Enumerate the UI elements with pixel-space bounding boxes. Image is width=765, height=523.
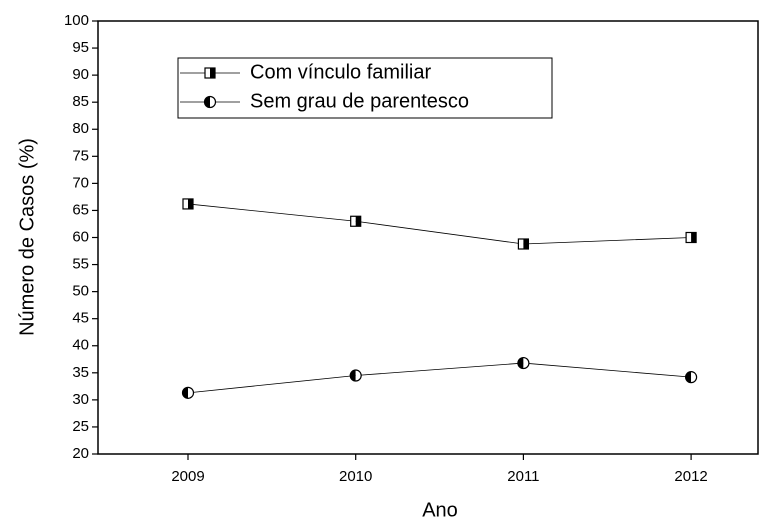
legend-label: Sem grau de parentesco bbox=[250, 90, 469, 112]
y-tick-label: 95 bbox=[72, 39, 89, 56]
marker-part bbox=[205, 68, 210, 78]
series-line bbox=[187, 362, 692, 394]
data-point bbox=[684, 371, 698, 384]
x-tick-label: 2012 bbox=[674, 468, 707, 485]
y-tick-label: 30 bbox=[72, 391, 89, 408]
y-tick-label: 60 bbox=[72, 228, 89, 245]
marker-part bbox=[188, 198, 193, 209]
data-point bbox=[350, 215, 362, 227]
y-tick-label: 65 bbox=[72, 201, 89, 218]
marker-part bbox=[210, 68, 215, 78]
y-tick-label: 70 bbox=[72, 174, 89, 191]
x-tick-label: 2011 bbox=[507, 468, 539, 485]
data-point bbox=[517, 238, 530, 250]
marker-part bbox=[203, 95, 217, 109]
y-tick-label: 40 bbox=[72, 337, 89, 354]
legend-label: Com vínculo familiar bbox=[250, 61, 432, 83]
marker-part bbox=[350, 215, 362, 227]
marker-part bbox=[355, 216, 361, 227]
y-tick-label: 50 bbox=[72, 283, 89, 300]
marker-part bbox=[684, 371, 698, 384]
legend-box bbox=[177, 57, 553, 119]
marker-part bbox=[181, 386, 195, 399]
data-point bbox=[181, 386, 195, 399]
y-tick-label: 80 bbox=[72, 120, 89, 137]
marker-part bbox=[350, 216, 356, 227]
x-axis-label: Ano bbox=[422, 499, 458, 521]
y-tick-label: 75 bbox=[72, 147, 89, 164]
y-tick-label: 90 bbox=[72, 66, 89, 83]
data-point bbox=[349, 369, 362, 382]
marker-part bbox=[523, 238, 529, 249]
y-tick-label: 55 bbox=[72, 256, 89, 273]
marker-part bbox=[691, 232, 697, 243]
data-point bbox=[517, 356, 530, 370]
marker-part bbox=[518, 238, 524, 249]
marker-part bbox=[349, 369, 362, 382]
x-tick-label: 2010 bbox=[339, 468, 372, 485]
marker-part bbox=[183, 198, 188, 209]
x-tick-label: 2009 bbox=[171, 468, 204, 485]
y-tick-label: 100 bbox=[64, 12, 89, 29]
marker-part bbox=[204, 67, 216, 79]
y-tick-label: 25 bbox=[72, 418, 89, 435]
y-tick-label: 85 bbox=[72, 93, 89, 110]
marker-part bbox=[517, 356, 530, 370]
marker-part bbox=[182, 198, 194, 210]
marker-part bbox=[517, 238, 530, 250]
y-axis-label: Número de Casos (%) bbox=[16, 138, 38, 336]
y-tick-label: 20 bbox=[72, 445, 89, 462]
data-point bbox=[182, 198, 194, 210]
marker-part bbox=[685, 231, 697, 244]
series-line bbox=[187, 203, 692, 245]
y-tick-label: 35 bbox=[72, 364, 89, 381]
data-point bbox=[685, 231, 697, 244]
marker-part bbox=[686, 232, 692, 243]
legend-marker bbox=[204, 67, 216, 79]
legend-marker bbox=[203, 95, 217, 109]
y-tick-label: 45 bbox=[72, 310, 89, 327]
